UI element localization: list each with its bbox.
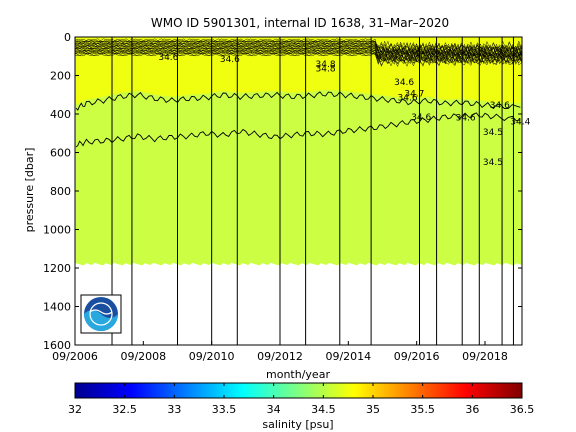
plot-area: 34.6 34.6 34.834.834.634.734.634.6 34.634.6… [43,31,531,363]
colorbar-tick-label: 35.5 [410,403,435,416]
y-tick-label: 600 [50,147,71,160]
colorbar: 32 32.5 33 33.5 34 34.5 35 35.5 36 36.5 [68,382,535,416]
y-tick-label: 400 [50,108,71,121]
y-axis-label: pressure [dbar] [23,148,36,233]
contour-label: 34.8 [316,65,336,75]
x-tick-label: 09/2012 [257,350,303,363]
colorbar-label: salinity [psu] [262,418,333,431]
contour-label: 34.6 [411,113,431,123]
x-tick-label: 09/2014 [325,350,371,363]
chart-title: WMO ID 5901301, internal ID 1638, 31–Mar… [151,16,449,30]
colorbar-tick-label: 35 [366,403,380,416]
colorbar-tick-label: 32 [68,403,82,416]
x-tick-label: 09/2018 [462,350,508,363]
contour-label: 34.6 [158,53,178,63]
y-tick-label: 1000 [43,224,71,237]
x-tick-label: 09/2008 [120,350,166,363]
contour-label: 34.7 [404,90,424,100]
colorbar-tick-label: 33 [167,403,181,416]
colorbar-tick-label: 36.5 [510,403,535,416]
contour-line [75,91,521,111]
colorbar-gradient [74,382,523,399]
contour-label: 34.4 [510,118,530,128]
contour-label: 34.6 [398,94,418,104]
contour-label: 34.5 [483,128,503,138]
contour-label: 34.5 [483,158,503,168]
contour-label: 34.6 [220,55,240,65]
x-axis-label: month/year [266,368,330,381]
y-tick-label: 1600 [43,339,71,352]
contour-line [75,112,521,148]
colorbar-tick-label: 36 [465,403,479,416]
x-tick-label: 09/2016 [394,350,440,363]
colorbar-tick-label: 34 [267,403,281,416]
colorbar-tick-label: 34.5 [311,403,336,416]
y-tick-label: 0 [64,31,71,44]
noaa-logo [80,294,122,334]
colorbar-tick-label: 33.5 [212,403,237,416]
y-tick-label: 200 [50,70,71,83]
contour-label: 34.8 [316,60,336,70]
contour-label: 34.6 [456,114,476,124]
y-tick-label: 1200 [43,262,71,275]
x-tick-label: 09/2006 [52,350,98,363]
x-tick-label: 09/2010 [189,350,235,363]
colorbar-tick-label: 32.5 [112,403,137,416]
contour-label: 34.6 [394,78,414,88]
y-tick-label: 1400 [43,301,71,314]
y-tick-label: 800 [50,185,71,198]
surface-contour-band [74,38,523,68]
contour-label: 34.6 [490,101,510,111]
